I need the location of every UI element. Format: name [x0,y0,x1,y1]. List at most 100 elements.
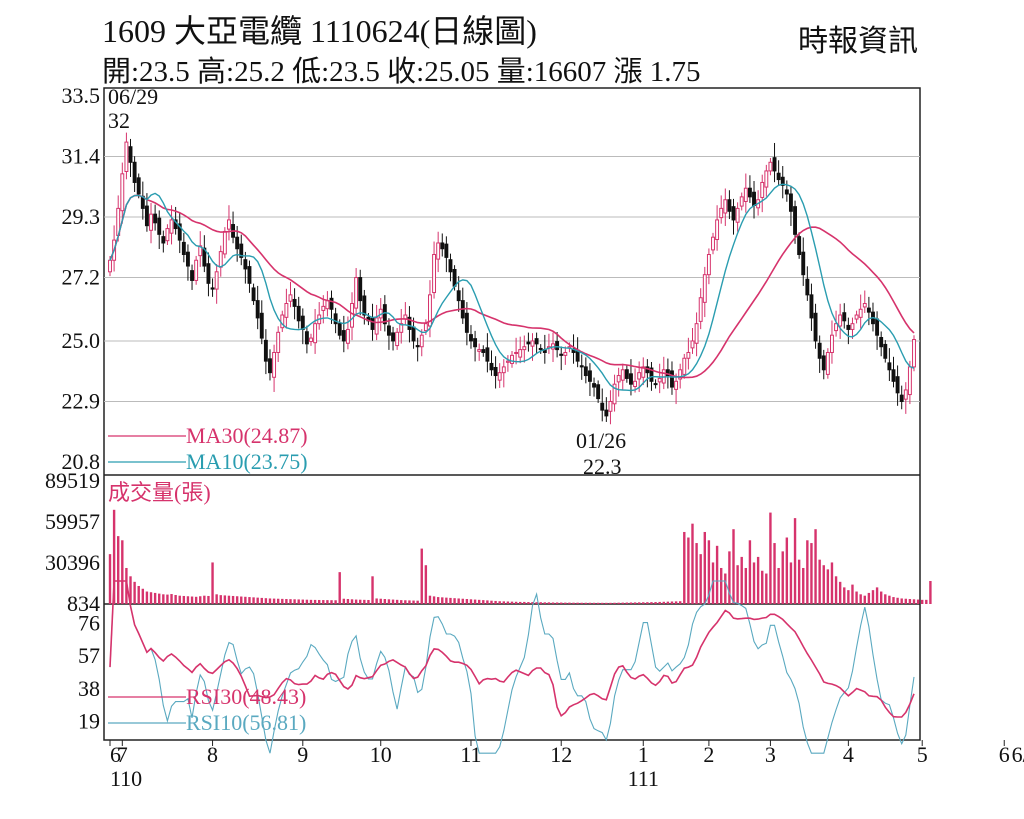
candle-body [292,298,297,307]
candle-body [428,294,432,327]
volume-bar [469,599,473,604]
candle-body [218,251,223,268]
candle-body [899,394,904,402]
volume-bar [223,595,227,604]
price-tick-label: 20.8 [62,449,101,474]
candle-body [694,323,699,344]
candle-body [702,274,707,303]
volume-bar [519,601,522,604]
volume-bar [194,596,198,604]
volume-bar [592,602,596,604]
candle-body [341,330,346,342]
volume-bar [322,600,325,604]
candle-body [153,213,158,224]
price-tick-label: 31.4 [62,144,101,169]
ohlc-summary: 開:23.5 高:25.2 低:23.5 收:25.05 量:16607 漲 1… [102,56,701,88]
volume-bar [674,601,678,604]
candle-body [514,351,519,354]
candle-body [825,351,830,375]
candle-body [838,314,843,327]
candle-body [419,334,424,348]
volume-bar [428,595,432,604]
volume-bar [691,523,694,604]
candle-body [690,340,695,349]
candle-body [620,369,625,381]
volume-bar [654,602,657,604]
candle-body [391,332,395,342]
volume-bar [510,601,514,604]
volume-bar [650,602,653,604]
candle-body [194,259,199,281]
candle-body [596,384,601,400]
x-tick-label: 2 [703,742,714,767]
volume-bar [420,548,423,604]
volume-bar [133,581,136,604]
volume-bar [272,598,276,604]
price-tick-label: 27.2 [62,265,101,290]
volume-bar [547,602,551,604]
volume-bar [551,602,555,604]
volume-bar [379,598,382,604]
candle-body [243,259,248,270]
volume-bar [707,540,711,604]
candle-body [362,295,367,316]
volume-bar [539,602,542,604]
candle-body [493,366,498,377]
candle-body [456,290,461,302]
volume-bar [797,559,801,604]
candle-body [177,223,182,241]
candle-body [653,383,658,386]
volume-bar [354,599,358,604]
candle-body [912,339,916,368]
volume-bar [560,602,563,604]
candle-body [473,338,478,348]
volume-bar [112,509,116,604]
candle-body [879,337,884,348]
candle-body [657,377,662,383]
candle-body [903,389,908,400]
volume-bar [137,585,140,604]
x-tick-label: 7 [117,742,128,767]
volume-tick-label: 30396 [45,550,100,575]
candle-body [415,345,420,348]
candle-body [313,323,318,344]
volume-bar [264,598,268,604]
volume-bar [781,551,784,604]
candle-body [612,383,617,405]
candle-body [834,323,839,332]
candle-body [629,373,633,385]
volume-bar [720,567,723,604]
volume-bar [588,602,592,604]
volume-bar [244,596,247,604]
volume-bar [789,562,793,604]
volume-bar [424,565,428,604]
candle-body [497,372,502,381]
volume-bar [711,562,715,604]
volume-bar [633,602,637,604]
volume-bar [802,567,805,604]
volume-bar [387,599,391,604]
volume-bar [473,599,477,604]
volume-bar [375,598,378,604]
price-tick-label: 33.5 [62,83,101,108]
candle-body [760,181,765,198]
ma30-line [109,194,915,379]
rsi10-legend-label: RSI10(56.81) [186,710,306,735]
volume-bar [637,602,641,604]
candle-body [698,297,703,322]
candle-body [206,263,211,284]
candle-body [587,370,592,382]
candle-body [637,372,642,380]
volume-bar [162,594,165,604]
volume-bar [330,600,333,604]
candle-body [452,268,457,287]
volume-bar [408,600,411,604]
volume-bar [765,573,768,604]
x-tick-label: 1 [638,742,649,767]
candle-body [108,259,112,273]
candle-body [813,312,818,342]
candle-body [706,254,711,276]
volume-bar [564,602,567,604]
candle-body [329,297,334,310]
rsi-tick-label: 38 [78,676,100,701]
